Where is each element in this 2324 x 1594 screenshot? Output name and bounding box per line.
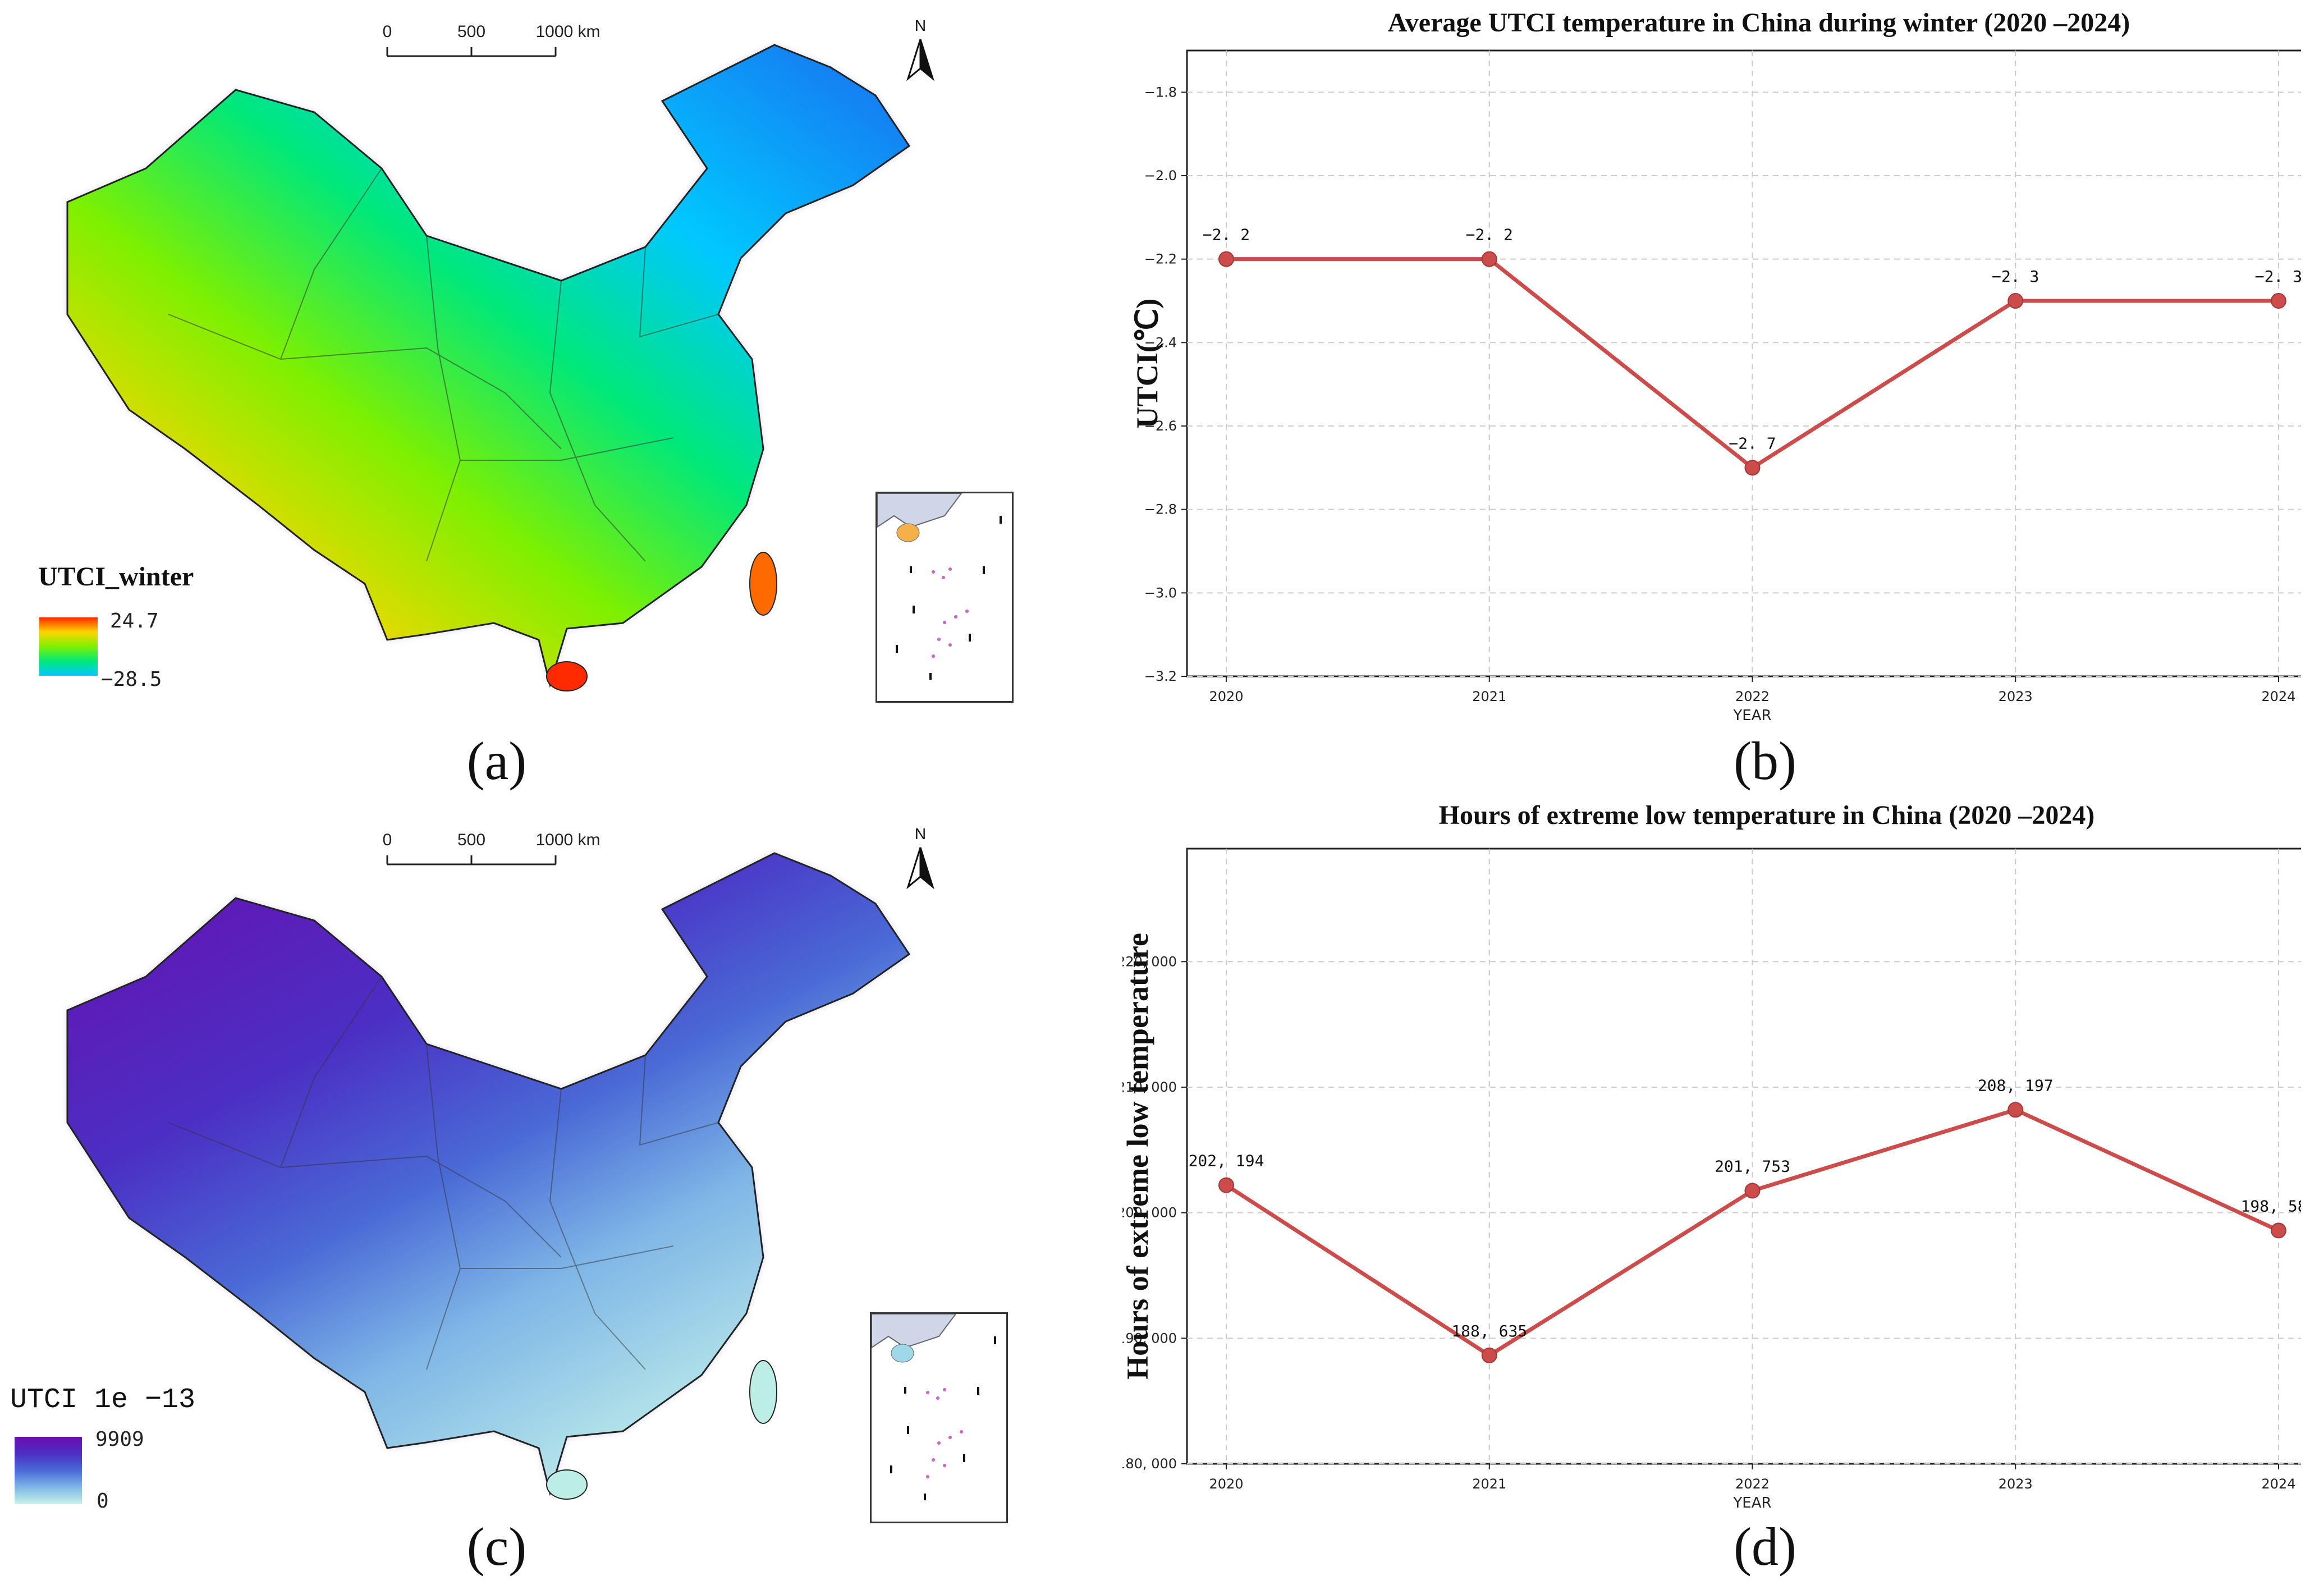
province-borders-c — [168, 976, 719, 1370]
y-tick-label: 190, 000 — [1122, 1330, 1177, 1346]
data-label: 201, 753 — [1715, 1157, 1790, 1175]
y-tick-label: −2.0 — [1144, 168, 1177, 184]
x-tick-label: 2024 — [2261, 1476, 2295, 1492]
legend-colorbar-a — [39, 617, 98, 676]
x-tick-label: 2023 — [1998, 689, 2033, 704]
y-tick-label: −3.0 — [1144, 585, 1177, 601]
x-tick-label: 2024 — [2261, 689, 2295, 704]
x-tick-label: 2020 — [1209, 1476, 1243, 1492]
province-borders — [168, 168, 719, 562]
data-point — [1481, 1347, 1497, 1363]
chart-title-d: Hours of extreme low temperature in Chin… — [1439, 800, 2095, 830]
x-tick-label: 2021 — [1472, 689, 1506, 704]
x-tick-label: 2022 — [1735, 689, 1770, 704]
y-tick-label: −2.8 — [1144, 502, 1177, 517]
caption-b: (b) — [1734, 731, 1796, 791]
map-panel-c: 0 500 1000 km N UTCI 1e −13 9909 0 — [0, 808, 1122, 1594]
line-chart-extreme-hours: Hours of extreme low temperature in Chin… — [1122, 800, 2301, 1511]
x-tick-label: 2022 — [1735, 1476, 1770, 1492]
y-tick-label: 180, 000 — [1122, 1456, 1177, 1472]
data-point — [2271, 1222, 2286, 1239]
plot-frame — [1186, 49, 2301, 677]
scale-label-0: 0 — [383, 22, 392, 41]
y-tick-label: 200, 000 — [1122, 1205, 1177, 1221]
hainan-island — [546, 661, 588, 691]
data-point — [2007, 293, 2024, 309]
scale-label-1000-c: 1000 km — [535, 831, 600, 849]
y-tick-label: −2.4 — [1144, 335, 1177, 350]
y-tick-label: −2.6 — [1144, 418, 1177, 434]
north-label: N — [915, 17, 926, 34]
legend-min-c: 0 — [97, 1490, 109, 1513]
y-tick-label: 220, 000 — [1122, 954, 1177, 969]
x-tick-label: 2021 — [1472, 1476, 1506, 1492]
taiwan-island-c — [749, 1360, 777, 1424]
data-label: −2. 7 — [1729, 434, 1776, 452]
data-label: 188, 635 — [1451, 1322, 1527, 1340]
scale-label-1000: 1000 km — [535, 22, 600, 41]
inset-map-a — [877, 493, 1002, 680]
line-chart-utci: Average UTCI temperature in China during… — [1130, 8, 2301, 724]
data-label: −2. 3 — [2255, 267, 2301, 286]
y-tick-label: 210, 000 — [1122, 1079, 1177, 1095]
y-tick-label: −3.2 — [1144, 668, 1177, 684]
south-china-sea-inset-c — [870, 1312, 1008, 1523]
data-label: −2. 2 — [1466, 226, 1513, 244]
y-axis-label: UTCI(℃) — [1130, 299, 1164, 429]
data-point — [2007, 1102, 2024, 1118]
caption-c: (c) — [466, 1517, 527, 1577]
plot-frame — [1186, 848, 2301, 1465]
x-axis-label: YEAR — [1732, 707, 1771, 724]
scale-bar: 0 500 1000 km — [383, 22, 601, 57]
scale-bar-c: 0 500 1000 km — [383, 831, 601, 865]
x-axis-label: YEAR — [1732, 1495, 1771, 1511]
map-panel-a: 0 500 1000 km N UTCI_winter 24.7 −28.5 — [0, 0, 1122, 786]
scale-label-500-c: 500 — [457, 831, 485, 849]
data-point — [1744, 1183, 1761, 1199]
y-tick-label: −2.2 — [1144, 251, 1177, 267]
data-label: −2. 2 — [1203, 226, 1250, 244]
scale-label-500: 500 — [457, 22, 485, 41]
china-map-utci-extreme: 0 500 1000 km N — [66, 825, 934, 1500]
legend-title-a: UTCI_winter — [38, 562, 194, 592]
legend-max-c: 9909 — [95, 1428, 144, 1451]
y-tick-label: −1.8 — [1144, 84, 1177, 100]
caption-a: (a) — [466, 731, 527, 791]
legend-max-a: 24.7 — [110, 610, 159, 633]
south-china-sea-inset-a — [875, 492, 1014, 703]
data-point — [1218, 1177, 1234, 1193]
data-label: 198, 581 — [2241, 1197, 2301, 1215]
chart-title-b: Average UTCI temperature in China during… — [1388, 8, 2130, 38]
data-point — [1481, 251, 1497, 267]
data-label: −2. 3 — [1992, 267, 2039, 286]
legend-title-c: UTCI 1e −13 — [10, 1384, 196, 1416]
china-map-utci-winter: 0 500 1000 km N — [66, 17, 934, 691]
scale-label-0-c: 0 — [383, 831, 392, 849]
x-tick-label: 2020 — [1209, 689, 1243, 704]
x-tick-label: 2023 — [1998, 1476, 2033, 1492]
legend-colorbar-c — [15, 1437, 82, 1504]
y-axis-label: Hours of extreme low temperature — [1122, 933, 1154, 1380]
data-label: 202, 194 — [1189, 1152, 1264, 1170]
hainan-island-c — [546, 1469, 588, 1500]
taiwan-island — [749, 552, 777, 616]
inset-map-c — [871, 1313, 996, 1500]
caption-d: (d) — [1734, 1517, 1796, 1577]
data-point — [1218, 251, 1234, 267]
north-label-c: N — [915, 825, 926, 842]
data-label: 208, 197 — [1978, 1076, 2053, 1094]
north-arrow-icon-c: N — [906, 825, 934, 890]
data-point — [1744, 460, 1761, 476]
data-point — [2271, 293, 2286, 309]
legend-min-a: −28.5 — [101, 668, 162, 691]
north-arrow-icon: N — [906, 17, 934, 81]
